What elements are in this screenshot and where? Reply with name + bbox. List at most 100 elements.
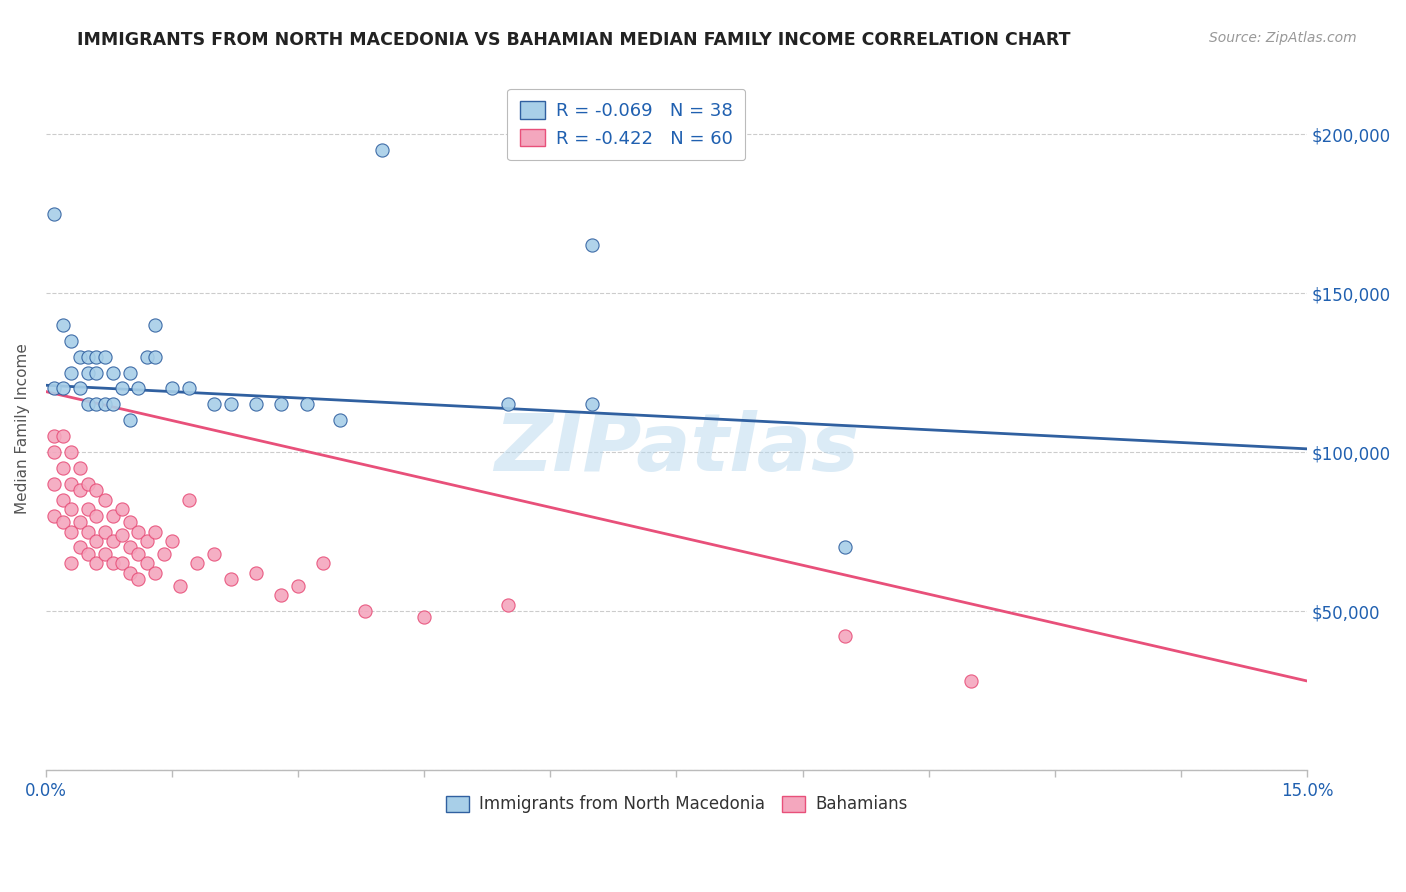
- Point: [127, 524, 149, 539]
- Point: [69, 461, 91, 475]
- Point: [413, 610, 436, 624]
- Point: [245, 566, 267, 580]
- Point: [44, 476, 66, 491]
- Point: [219, 397, 242, 411]
- Text: Source: ZipAtlas.com: Source: ZipAtlas.com: [1209, 31, 1357, 45]
- Point: [103, 557, 125, 571]
- Text: IMMIGRANTS FROM NORTH MACEDONIA VS BAHAMIAN MEDIAN FAMILY INCOME CORRELATION CHA: IMMIGRANTS FROM NORTH MACEDONIA VS BAHAM…: [77, 31, 1071, 49]
- Point: [354, 604, 377, 618]
- Point: [371, 143, 394, 157]
- Point: [94, 350, 117, 364]
- Point: [69, 483, 91, 498]
- Point: [118, 541, 141, 555]
- Point: [219, 572, 242, 586]
- Point: [143, 524, 166, 539]
- Point: [52, 381, 75, 395]
- Text: ZIPatlas: ZIPatlas: [494, 409, 859, 488]
- Point: [834, 630, 856, 644]
- Point: [86, 350, 108, 364]
- Point: [103, 397, 125, 411]
- Point: [177, 381, 200, 395]
- Point: [52, 515, 75, 529]
- Point: [329, 413, 352, 427]
- Point: [118, 413, 141, 427]
- Point: [834, 541, 856, 555]
- Point: [77, 397, 100, 411]
- Point: [77, 547, 100, 561]
- Point: [118, 515, 141, 529]
- Point: [152, 547, 174, 561]
- Point: [143, 350, 166, 364]
- Point: [86, 508, 108, 523]
- Point: [86, 557, 108, 571]
- Point: [498, 598, 520, 612]
- Point: [143, 318, 166, 332]
- Point: [312, 557, 335, 571]
- Point: [245, 397, 267, 411]
- Point: [581, 238, 603, 252]
- Point: [959, 673, 981, 688]
- Point: [202, 397, 225, 411]
- Point: [69, 381, 91, 395]
- Point: [69, 515, 91, 529]
- Point: [287, 578, 309, 592]
- Point: [86, 534, 108, 549]
- Point: [86, 483, 108, 498]
- Point: [103, 366, 125, 380]
- Point: [44, 429, 66, 443]
- Point: [60, 557, 83, 571]
- Point: [127, 547, 149, 561]
- Point: [44, 445, 66, 459]
- Point: [160, 534, 183, 549]
- Point: [160, 381, 183, 395]
- Point: [143, 566, 166, 580]
- Point: [186, 557, 208, 571]
- Point: [60, 366, 83, 380]
- Point: [135, 557, 157, 571]
- Point: [111, 381, 134, 395]
- Point: [295, 397, 318, 411]
- Point: [60, 445, 83, 459]
- Point: [270, 588, 292, 602]
- Point: [118, 566, 141, 580]
- Point: [177, 492, 200, 507]
- Point: [94, 524, 117, 539]
- Point: [111, 527, 134, 541]
- Point: [44, 381, 66, 395]
- Point: [127, 381, 149, 395]
- Point: [52, 318, 75, 332]
- Point: [135, 350, 157, 364]
- Point: [52, 492, 75, 507]
- Point: [69, 541, 91, 555]
- Point: [77, 350, 100, 364]
- Point: [60, 334, 83, 348]
- Y-axis label: Median Family Income: Median Family Income: [15, 343, 30, 514]
- Point: [52, 429, 75, 443]
- Point: [118, 366, 141, 380]
- Point: [169, 578, 191, 592]
- Point: [60, 502, 83, 516]
- Point: [270, 397, 292, 411]
- Point: [60, 524, 83, 539]
- Point: [111, 502, 134, 516]
- Point: [202, 547, 225, 561]
- Point: [86, 397, 108, 411]
- Point: [103, 508, 125, 523]
- Point: [94, 397, 117, 411]
- Point: [94, 547, 117, 561]
- Point: [60, 476, 83, 491]
- Point: [94, 492, 117, 507]
- Point: [77, 476, 100, 491]
- Point: [111, 557, 134, 571]
- Point: [52, 461, 75, 475]
- Point: [127, 572, 149, 586]
- Point: [498, 397, 520, 411]
- Point: [77, 502, 100, 516]
- Point: [103, 534, 125, 549]
- Point: [135, 534, 157, 549]
- Point: [69, 350, 91, 364]
- Point: [77, 524, 100, 539]
- Point: [581, 397, 603, 411]
- Point: [86, 366, 108, 380]
- Point: [77, 366, 100, 380]
